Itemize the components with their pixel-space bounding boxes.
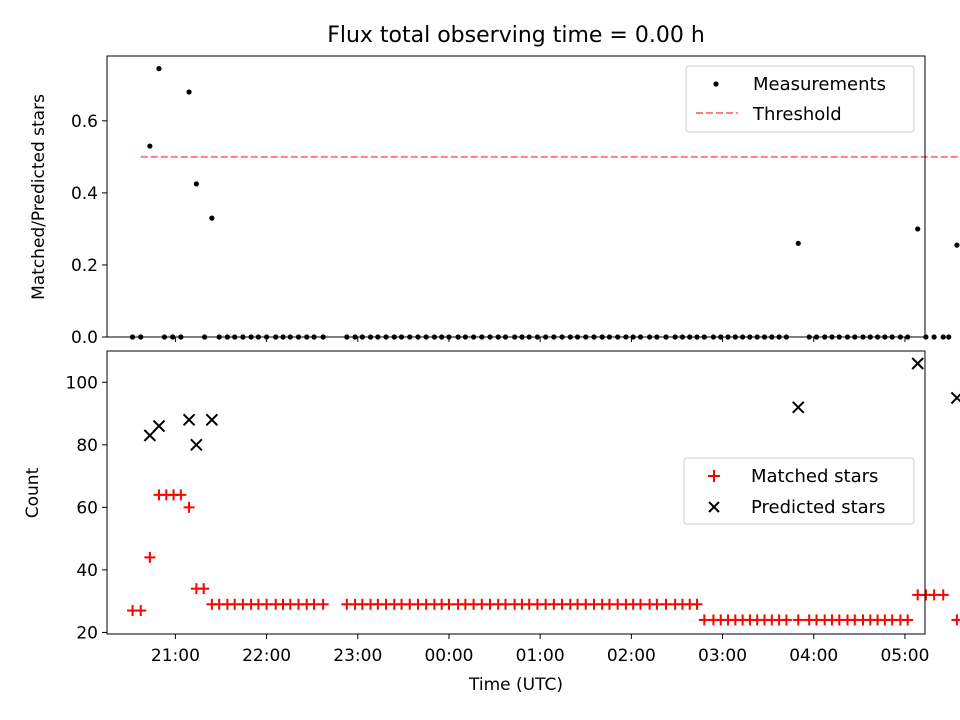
legend-matched-marker (708, 470, 720, 482)
ratio-panel: 0.0 0.2 0.4 0.6 Matched/Predicted stars Mea… (29, 55, 960, 348)
matched-stars-point (183, 501, 195, 513)
ratio-x-ticks (174, 337, 906, 342)
matched-stars-point (144, 551, 156, 563)
ratio-legend-frame (685, 65, 915, 133)
ratio-panel-frame (106, 55, 926, 338)
matched-stars-point (902, 614, 914, 626)
matched-stars-point (951, 614, 960, 626)
measurement-point (795, 240, 801, 246)
predicted-stars-point (950, 391, 960, 405)
matched-stars-point (792, 614, 804, 626)
legend-measurements-label: Measurements (753, 74, 886, 95)
count-y-tick-label: 100 (66, 373, 98, 393)
predicted-stars-point (911, 357, 924, 370)
predicted-stars-point (792, 401, 805, 414)
count-y-axis: 20 40 60 80 100 (66, 373, 107, 643)
count-panel-frame (106, 350, 926, 635)
predicted-stars-point (182, 413, 196, 427)
measurement-point (209, 215, 215, 221)
x-tick-label: 04:00 (789, 646, 838, 666)
x-tick-label: 00:00 (424, 646, 473, 666)
predicted-stars-point (143, 429, 157, 442)
matched-stars-point (317, 598, 329, 610)
legend-predicted-label: Predicted stars (751, 497, 885, 518)
ratio-y-axis-label: Matched/Predicted stars (29, 94, 49, 300)
measurement-point (946, 334, 952, 340)
count-panel: 20 40 60 80 100 21:00 22:00 23:00 00:00 01:00 02:… (23, 350, 960, 695)
ratio-legend: Measurements Threshold (685, 65, 915, 133)
legend-measurements-marker (713, 81, 719, 87)
measurement-point (931, 334, 937, 340)
count-y-tick-label: 60 (76, 498, 98, 518)
legend-threshold-label: Threshold (752, 104, 842, 125)
count-marks (127, 357, 960, 626)
ratio-y-tick-label: 0.2 (71, 256, 98, 276)
legend-matched-label: Matched stars (751, 466, 878, 487)
predicted-stars-point (190, 438, 203, 452)
matched-stars-point (937, 589, 949, 601)
matched-stars-point (175, 489, 187, 501)
matched-stars-point (198, 583, 210, 595)
count-y-tick-label: 80 (76, 436, 98, 456)
x-tick-label: 03:00 (698, 646, 747, 666)
x-tick-label: 02:00 (607, 646, 656, 666)
legend-predicted-marker (708, 501, 720, 513)
count-y-tick-label: 20 (76, 623, 98, 643)
measurement-point (147, 143, 153, 149)
x-axis-label: Time (UTC) (468, 675, 563, 695)
count-legend: Matched stars Predicted stars (683, 457, 915, 525)
matched-stars-point (780, 614, 792, 626)
count-legend-frame (683, 457, 915, 525)
measurement-point (186, 89, 192, 95)
measurement-point (940, 334, 946, 340)
x-tick-label: 22:00 (242, 646, 291, 666)
predicted-stars-point (205, 413, 219, 427)
x-tick-label: 23:00 (333, 646, 382, 666)
measurement-point (954, 242, 960, 248)
count-x-axis: 21:00 22:00 23:00 00:00 01:00 02:00 03:00 04:00… (151, 634, 929, 666)
ratio-y-tick-label: 0.6 (71, 112, 98, 132)
count-y-tick-label: 40 (76, 561, 98, 581)
ratio-y-tick-label: 0.0 (71, 328, 98, 348)
measurement-point (156, 66, 162, 72)
measurement-point (915, 226, 921, 232)
matched-stars-point (135, 605, 147, 617)
x-tick-label: 01:00 (516, 646, 565, 666)
predicted-stars-point (152, 419, 166, 433)
chart-title: Flux total observing time = 0.00 h (327, 23, 705, 48)
matched-stars-point (691, 598, 703, 610)
x-tick-label: 05:00 (880, 646, 929, 666)
measurement-point (193, 181, 199, 187)
ratio-y-tick-label: 0.4 (71, 184, 98, 204)
x-tick-label: 21:00 (151, 646, 200, 666)
ratio-y-axis: 0.0 0.2 0.4 0.6 (71, 112, 107, 348)
count-y-axis-label: Count (23, 467, 43, 518)
